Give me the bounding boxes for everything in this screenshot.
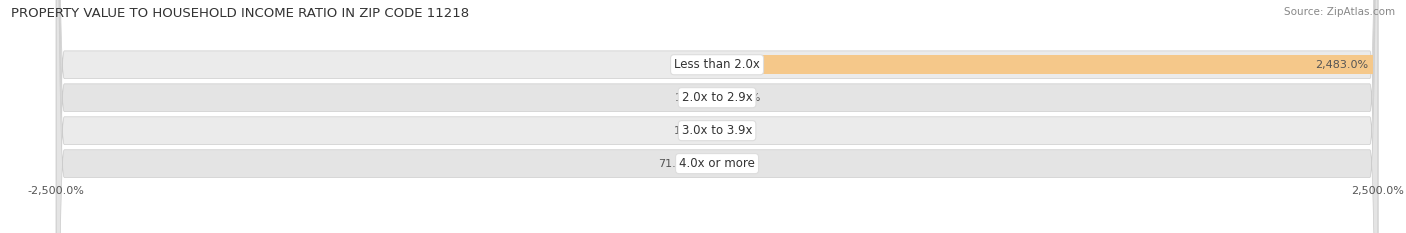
Text: 14.3%: 14.3% [725, 93, 761, 103]
Text: 10.9%: 10.9% [724, 159, 761, 169]
Bar [717, 154, 720, 173]
Bar [714, 88, 717, 107]
Bar [699, 154, 717, 173]
Text: Less than 2.0x: Less than 2.0x [673, 58, 761, 71]
Bar [714, 121, 717, 140]
FancyBboxPatch shape [56, 0, 1378, 233]
Text: 71.3%: 71.3% [658, 159, 693, 169]
Legend: Without Mortgage, With Mortgage: Without Mortgage, With Mortgage [596, 231, 838, 233]
Text: PROPERTY VALUE TO HOUSEHOLD INCOME RATIO IN ZIP CODE 11218: PROPERTY VALUE TO HOUSEHOLD INCOME RATIO… [11, 7, 470, 20]
Text: 11.6%: 11.6% [673, 126, 709, 136]
Text: 2.0x to 2.9x: 2.0x to 2.9x [682, 91, 752, 104]
Bar [716, 55, 717, 74]
Bar [717, 88, 721, 107]
Text: 4.0x or more: 4.0x or more [679, 157, 755, 170]
Text: 6.9%: 6.9% [682, 60, 710, 70]
Text: 9.4%: 9.4% [724, 126, 752, 136]
FancyBboxPatch shape [56, 0, 1378, 233]
Text: 3.0x to 3.9x: 3.0x to 3.9x [682, 124, 752, 137]
Bar [717, 55, 1374, 74]
Bar [717, 121, 720, 140]
Text: 2,483.0%: 2,483.0% [1316, 60, 1368, 70]
Text: Source: ZipAtlas.com: Source: ZipAtlas.com [1284, 7, 1395, 17]
FancyBboxPatch shape [56, 0, 1378, 233]
Text: 10.0%: 10.0% [675, 93, 710, 103]
FancyBboxPatch shape [56, 0, 1378, 233]
